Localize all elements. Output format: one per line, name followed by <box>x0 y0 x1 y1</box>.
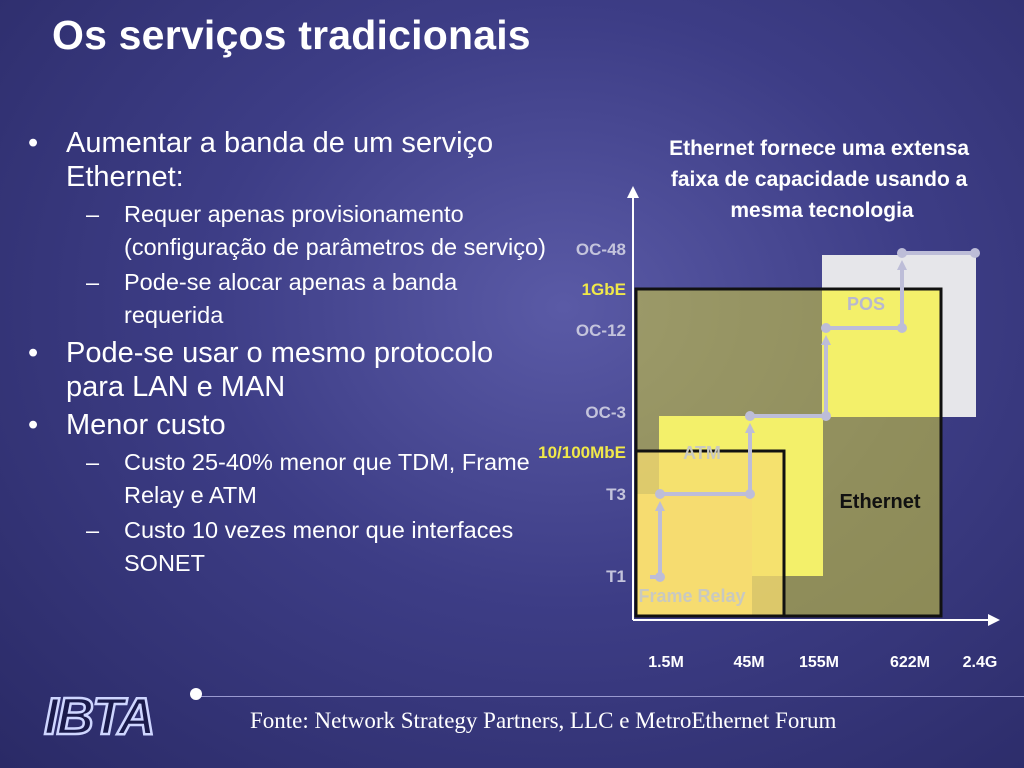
sub-bullet-text: Custo 10 vezes menor que interfaces SONE… <box>124 517 514 576</box>
sub-bullet-text: Requer apenas provisionamento (configura… <box>124 201 546 260</box>
y-label-oc3: OC-3 <box>585 403 626 422</box>
x-label-45m: 45M <box>733 654 764 671</box>
diagram-caption: Ethernet fornece uma extensa faixa de ca… <box>669 137 975 222</box>
x-axis-arrow-icon <box>988 614 1000 626</box>
pos-overlap-region <box>822 289 941 417</box>
bullet-item: • Aumentar a banda de um serviço Ethernet… <box>28 126 548 194</box>
caption-line: faixa de capacidade usando a <box>671 168 968 191</box>
bullet-dot-icon: • <box>28 127 39 159</box>
dash-icon: – <box>86 517 100 543</box>
y-axis-labels: OC-48 1GbE OC-12 OC-3 10/100MbE T3 T1 <box>538 240 626 586</box>
y-label-10-100mbe: 10/100MbE <box>538 443 626 462</box>
bullet-list: • Aumentar a banda de um serviço Ethernet… <box>28 126 548 582</box>
source-citation: Fonte: Network Strategy Partners, LLC e … <box>250 708 837 733</box>
y-axis-arrow-icon <box>627 186 639 198</box>
x-label-1-5m: 1.5M <box>648 654 684 671</box>
x-axis-labels: 1.5M 45M 155M 622M 2.4G <box>648 654 997 671</box>
frame-relay-label: Frame Relay <box>638 586 745 606</box>
sub-bullet-text: Custo 25-40% menor que TDM, Frame Relay … <box>124 449 530 508</box>
bullet-dot-icon: • <box>28 337 39 369</box>
caption-line: Ethernet fornece uma extensa <box>669 137 969 160</box>
dash-icon: – <box>86 269 100 295</box>
x-label-622m: 622M <box>890 654 930 671</box>
bullet-dot-icon: • <box>28 409 39 441</box>
dash-icon: – <box>86 449 100 475</box>
sub-bullet-item: – Pode-se alocar apenas a banda requerida <box>28 266 548 332</box>
footer-divider <box>196 696 1024 697</box>
y-label-oc48: OC-48 <box>576 240 626 259</box>
sub-bullet-text: Pode-se alocar apenas a banda requerida <box>124 269 458 328</box>
dash-icon: – <box>86 201 100 227</box>
y-label-t3: T3 <box>606 485 626 504</box>
bullet-text: Aumentar a banda de um serviço Ethernet: <box>66 127 494 193</box>
y-label-t1: T1 <box>606 567 626 586</box>
logo-dot-icon <box>190 688 202 700</box>
slide-title: Os serviços tradicionais <box>52 12 531 58</box>
atm-label: ATM <box>683 443 721 463</box>
logo-text: IBTA <box>44 688 153 744</box>
bullet-item: • Menor custo <box>28 408 548 442</box>
y-label-1gbe: 1GbE <box>582 280 626 299</box>
sub-bullet-item: – Custo 25-40% menor que TDM, Frame Relay… <box>28 446 548 512</box>
sub-bullet-item: – Custo 10 vezes menor que interfaces SON… <box>28 514 548 580</box>
fast-ethernet-outline <box>634 449 786 618</box>
step-path <box>650 251 975 579</box>
step-points <box>655 248 980 582</box>
pos-label: POS <box>847 294 885 314</box>
x-label-155m: 155M <box>799 654 839 671</box>
bullet-text: Pode-se usar o mesmo protocolo para LAN … <box>66 337 494 403</box>
ibta-logo: IBTA <box>43 687 202 744</box>
bullet-text: Menor custo <box>66 409 226 441</box>
x-label-2-4g: 2.4G <box>963 654 998 671</box>
caption-line: mesma tecnologia <box>730 199 914 222</box>
y-label-oc12: OC-12 <box>576 321 626 340</box>
ethernet-label: Ethernet <box>839 491 920 513</box>
sub-bullet-item: – Requer apenas provisionamento (configur… <box>28 198 548 264</box>
bullet-item: • Pode-se usar o mesmo protocolo para LAN… <box>28 336 548 404</box>
